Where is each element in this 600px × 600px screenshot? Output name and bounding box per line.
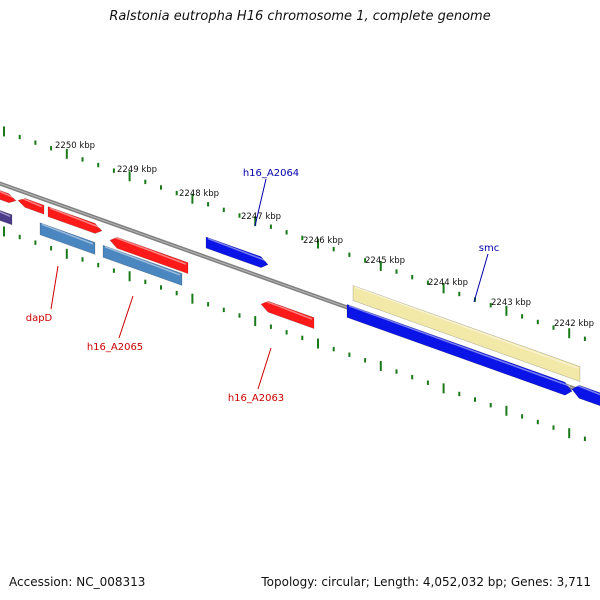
h16_A2064-gene bbox=[205, 236, 269, 268]
gene-arrow-3 bbox=[47, 206, 103, 234]
scale-label: 2242 kbp bbox=[554, 319, 594, 329]
h16_A2065-gene bbox=[102, 244, 183, 286]
gene-label: h16_A2065 bbox=[87, 342, 143, 353]
scale-label: 2249 kbp bbox=[117, 165, 157, 175]
gene-arrow-edge-right-highlight bbox=[573, 383, 600, 396]
gene-arrow-2 bbox=[17, 198, 45, 215]
dapD-gene bbox=[39, 222, 96, 255]
gene-label-leader bbox=[473, 253, 489, 303]
h16_A2063-gene-highlight bbox=[262, 299, 313, 320]
gene-label: smc bbox=[479, 243, 499, 254]
smc-gene-highlight bbox=[348, 305, 571, 387]
gene-arrow-1-highlight bbox=[0, 190, 15, 199]
h16_A2063-gene bbox=[260, 300, 315, 330]
tick-marks bbox=[3, 126, 586, 442]
scale-label: 2250 kbp bbox=[55, 141, 95, 151]
gene-arrow-1 bbox=[0, 190, 17, 204]
h16_A2064-gene-highlight bbox=[207, 237, 267, 262]
scale-label: 2243 kbp bbox=[491, 298, 531, 308]
gene-arrow-4 bbox=[109, 236, 189, 275]
smc-gene-region-highlight bbox=[354, 286, 579, 369]
gene-arrow-4-highlight bbox=[111, 235, 187, 265]
smc-gene-region bbox=[352, 285, 581, 382]
scale-label: 2245 kbp bbox=[365, 256, 405, 266]
genome-summary-label: Topology: circular; Length: 4,052,032 bp… bbox=[261, 575, 591, 589]
scale-label: 2246 kbp bbox=[303, 236, 343, 246]
scale-labels: 2250 kbp 2249 kbp 2248 kbp 2247 kbp 2246 kbp… bbox=[55, 141, 594, 329]
gene-label-leader bbox=[118, 295, 134, 339]
scale-label: 2244 kbp bbox=[428, 278, 468, 288]
gene-arrow-edge-right bbox=[571, 384, 600, 407]
map-title: Ralstonia eutropha H16 chromosome 1, com… bbox=[109, 9, 491, 24]
dapD-gene-highlight bbox=[41, 223, 94, 245]
accession-label: Accession: NC_008313 bbox=[9, 575, 146, 589]
gene-label: h16_A2064 bbox=[243, 168, 299, 179]
scale-label: 2248 kbp bbox=[179, 189, 219, 199]
smc-gene bbox=[346, 303, 573, 396]
gene-label: h16_A2063 bbox=[228, 393, 284, 404]
gene-label-leader bbox=[50, 265, 59, 310]
h16_A2065-gene-highlight bbox=[104, 246, 181, 276]
gene-label-leader bbox=[257, 347, 272, 390]
gene-label-leader bbox=[254, 178, 267, 227]
gene-label: dapD bbox=[26, 313, 53, 324]
gene-features bbox=[0, 190, 600, 407]
gene-arrow-2-highlight bbox=[19, 196, 43, 208]
scale-label: 2247 kbp bbox=[241, 212, 281, 222]
gene-arrow-edge-highlight bbox=[0, 211, 11, 217]
gene-arrow-3-highlight bbox=[49, 207, 101, 229]
gene-arrow-edge bbox=[0, 210, 13, 226]
